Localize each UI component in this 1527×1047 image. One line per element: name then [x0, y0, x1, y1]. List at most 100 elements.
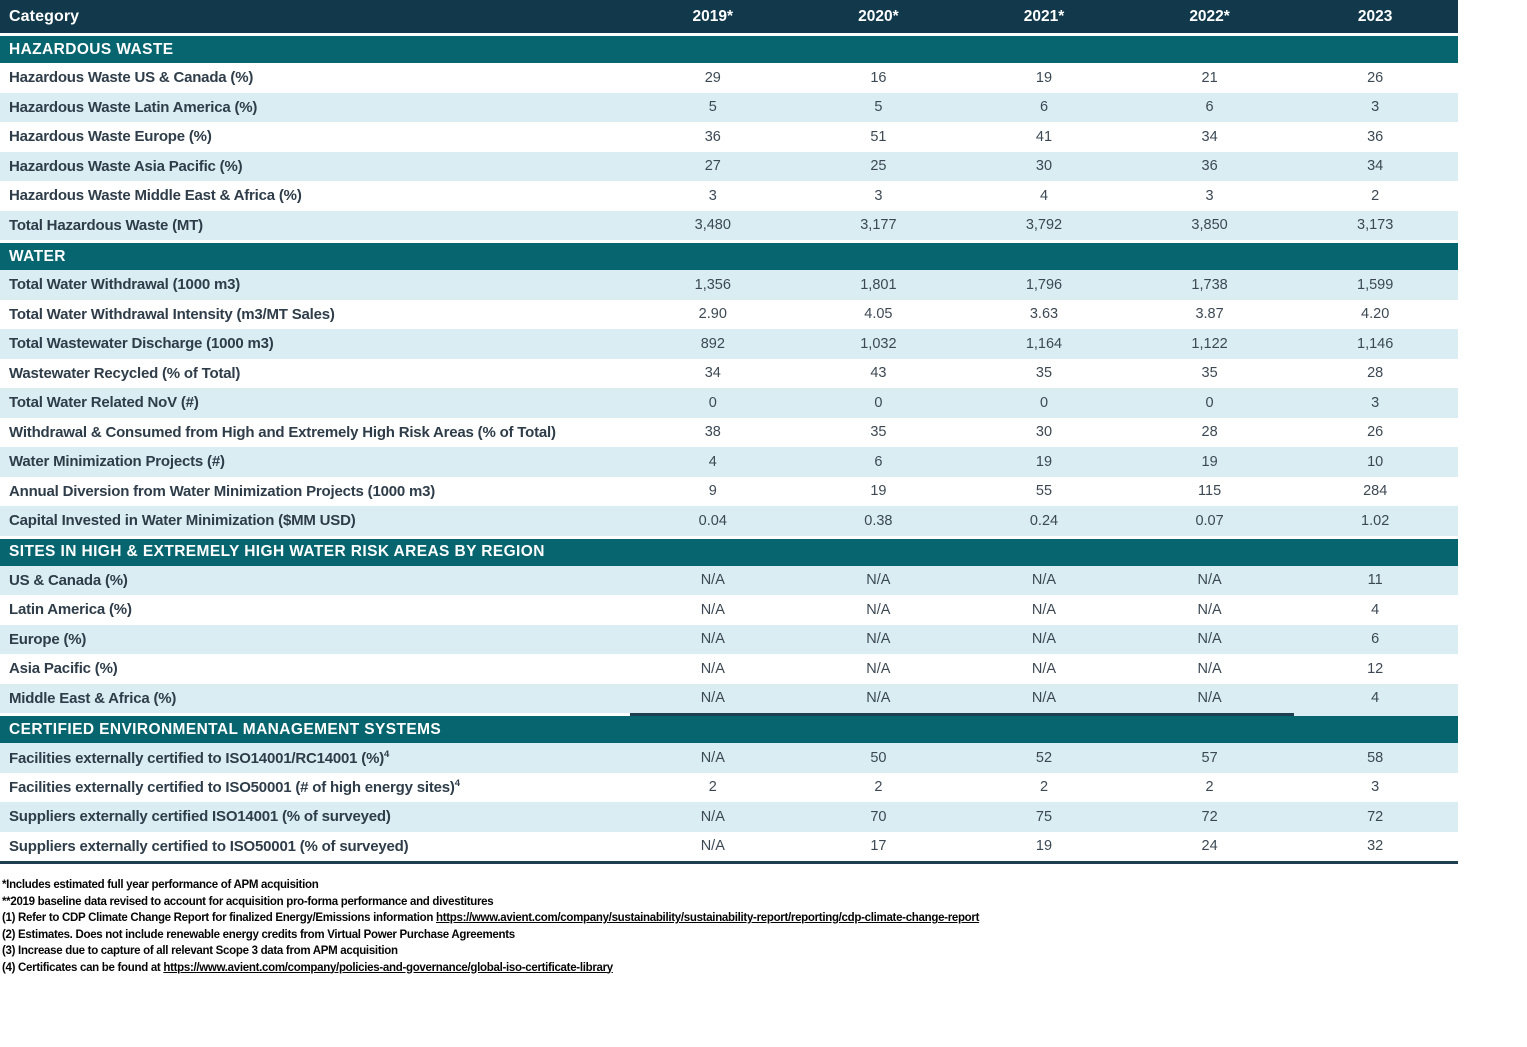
row-label: Facilities externally certified to ISO14… [0, 749, 630, 767]
row-value: 0 [874, 394, 883, 411]
row-value: 35 [870, 424, 887, 441]
row-label: Hazardous Waste Middle East & Africa (%) [0, 187, 630, 204]
row-value: 34 [1201, 128, 1218, 145]
row-value: 6 [1039, 99, 1049, 116]
row-value: N/A [866, 601, 891, 618]
row-value: N/A [1197, 660, 1222, 677]
row-value: 3,850 [1191, 217, 1228, 234]
row-value: 26 [1367, 69, 1384, 86]
row-value: N/A [1031, 660, 1057, 677]
row-value: 3 [1205, 187, 1214, 204]
table-row: Middle East & Africa (%) N/A N/A N/A N/A 4 [0, 683, 1458, 713]
row-value: 12 [1367, 660, 1384, 677]
row-value: 0 [708, 394, 717, 411]
row-value: N/A [1031, 601, 1057, 618]
footnote-text: **2019 baseline data revised to account … [2, 895, 494, 908]
section-gap [0, 240, 1458, 243]
row-label-text: Water Minimization Projects (#) [9, 453, 225, 471]
row-label: Hazardous Waste US & Canada (%) [0, 69, 630, 86]
table-row: Suppliers externally certified ISO14001 … [0, 802, 1458, 832]
table-row: Hazardous Waste Asia Pacific (%) 27 25 30 36… [0, 151, 1458, 181]
row-value: 55 [1035, 483, 1053, 500]
row-label-text: Middle East & Africa (%) [9, 689, 177, 707]
row-label-text: Wastewater Recycled (% of Total) [9, 364, 241, 382]
table-row: Hazardous Waste Middle East & Africa (%)… [0, 181, 1458, 211]
table-row: Withdrawal & Consumed from High and Extr… [0, 417, 1458, 447]
table-bottom-border [0, 861, 1458, 864]
row-value: 19 [870, 483, 887, 500]
table-row: Hazardous Waste US & Canada (%) 29 16 19 21 2… [0, 63, 1458, 93]
row-label-text: Total Water Withdrawal (1000 m3) [9, 276, 241, 294]
row-label: Hazardous Waste Latin America (%) [0, 99, 630, 116]
row-value: 1,032 [860, 335, 897, 352]
row-value: N/A [1031, 631, 1057, 648]
table-row: Capital Invested in Water Minimization (… [0, 506, 1458, 536]
row-value: 1,356 [694, 276, 731, 293]
row-value: N/A [700, 601, 725, 618]
row-value: 3 [1371, 99, 1380, 116]
row-value: 892 [700, 335, 725, 352]
row-value: 27 [704, 158, 721, 175]
row-value: N/A [866, 690, 891, 707]
row-label-text: Facilities externally certified to ISO50… [9, 779, 455, 797]
section-gap [0, 535, 1458, 539]
column-header-year: 2019* [692, 7, 734, 25]
footnote-link[interactable]: https://www.avient.com/company/policies-… [163, 961, 613, 974]
table-row: Europe (%) N/A N/A N/A N/A 6 [0, 624, 1458, 654]
table-row: Asia Pacific (%) N/A N/A N/A N/A 12 [0, 654, 1458, 684]
footnote-link[interactable]: https://www.avient.com/company/sustainab… [435, 912, 980, 924]
row-value: N/A [1031, 572, 1057, 589]
row-label-text: Total Hazardous Waste (MT) [9, 216, 203, 234]
row-value: 3,480 [694, 217, 731, 234]
row-value: N/A [866, 572, 891, 589]
footnote: **2019 baseline data revised to account … [2, 894, 1527, 911]
row-label-text: Total Water Withdrawal Intensity (m3/MT … [9, 305, 335, 323]
row-value: 0.24 [1029, 512, 1059, 529]
row-label-text: US & Canada (%) [9, 571, 128, 589]
row-label-footnote-marker: 4 [454, 778, 461, 790]
row-value: 30 [1035, 158, 1053, 175]
row-value: 3,792 [1025, 217, 1063, 234]
footnotes: *Includes estimated full year performanc… [2, 877, 1527, 976]
footnote: *Includes estimated full year performanc… [2, 877, 1527, 894]
row-value: 51 [870, 128, 887, 145]
row-label: Total Wastewater Discharge (1000 m3) [0, 335, 630, 352]
table-row: Water Minimization Projects (#) 4 6 19 19 10 [0, 447, 1458, 477]
row-value: 4.05 [864, 306, 893, 323]
row-value: 0.04 [698, 512, 727, 529]
row-value: N/A [866, 660, 891, 677]
row-value: 3,173 [1357, 217, 1394, 234]
row-value: 3 [1371, 394, 1380, 411]
row-value: 38 [704, 424, 721, 441]
table-row: Hazardous Waste Europe (%) 36 51 41 34 36 [0, 122, 1458, 152]
row-value: 5 [708, 99, 717, 116]
row-value: N/A [1197, 631, 1222, 648]
footnote-text: (1) Refer to CDP Climate Change Report f… [2, 912, 436, 924]
column-header-year: 2022* [1189, 7, 1230, 25]
row-label: Water Minimization Projects (#) [0, 453, 630, 470]
row-value: 72 [1367, 808, 1384, 825]
row-label: Wastewater Recycled (% of Total) [0, 365, 630, 382]
row-label: Middle East & Africa (%) [0, 690, 630, 707]
row-label: US & Canada (%) [0, 572, 630, 589]
row-value: 1,801 [860, 276, 897, 293]
row-value: 4 [1039, 187, 1049, 204]
row-value: 50 [870, 749, 887, 766]
row-value: 32 [1367, 838, 1384, 855]
row-value: 284 [1363, 483, 1388, 500]
row-value: 28 [1367, 365, 1384, 382]
footnote-text: *Includes estimated full year performanc… [2, 879, 319, 891]
row-value: 41 [1035, 128, 1053, 145]
row-label: Total Hazardous Waste (MT) [0, 217, 630, 234]
footnote-text: (4) Certificates can be found at [2, 961, 164, 974]
footnote: (3) Increase due to capture of all relev… [2, 943, 1527, 960]
row-value: 29 [704, 69, 721, 86]
column-header-year: 2021* [1023, 7, 1065, 25]
row-value: 4.20 [1361, 306, 1390, 323]
row-value: 11 [1367, 572, 1383, 589]
row-value: 1,796 [1025, 276, 1063, 293]
row-label-text: Hazardous Waste Middle East & Africa (%) [9, 187, 302, 205]
table-row: Suppliers externally certified to ISO500… [0, 831, 1458, 861]
row-label: Capital Invested in Water Minimization (… [0, 512, 630, 529]
row-value: 24 [1201, 838, 1218, 855]
